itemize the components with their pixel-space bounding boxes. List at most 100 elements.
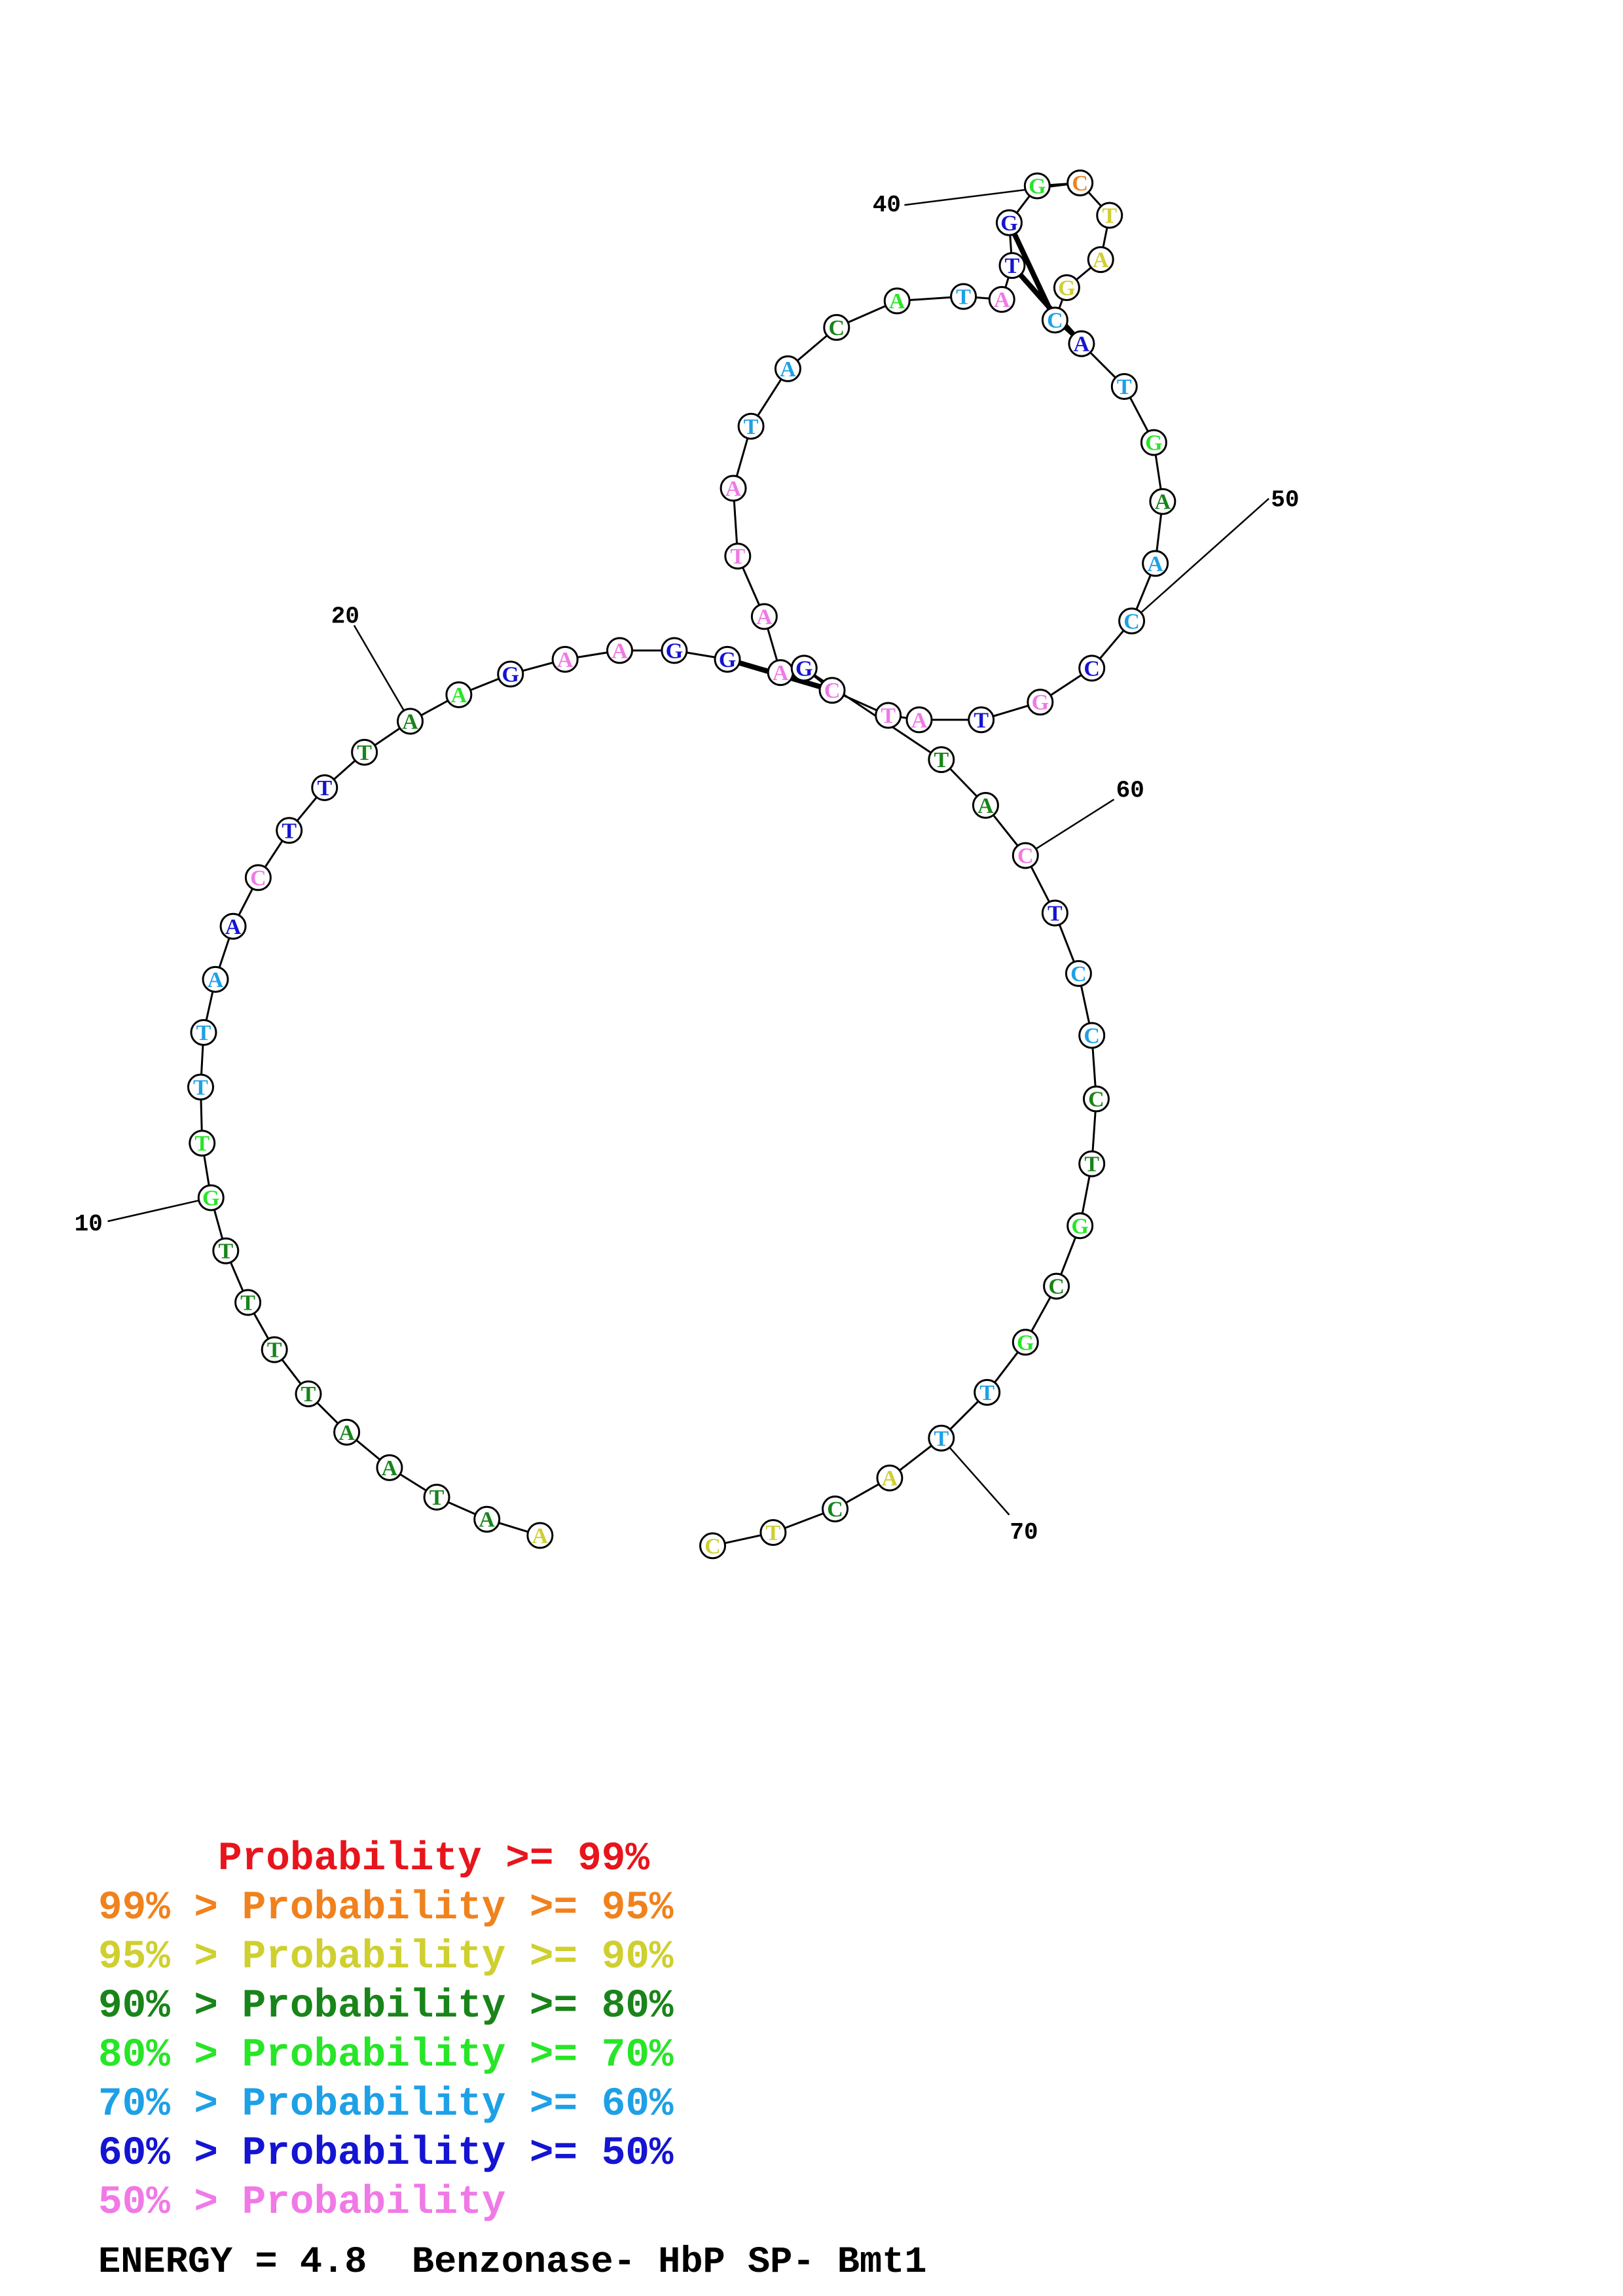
nucleotide-circle xyxy=(333,1418,361,1446)
nucleotide-circle xyxy=(1087,246,1114,274)
nucleotide-letter: T xyxy=(934,1427,949,1451)
nucleotide: T xyxy=(724,543,752,570)
nucleotide-circle xyxy=(661,637,688,664)
nucleotide-circle xyxy=(1053,274,1080,301)
legend-row: 99% > Probability >= 95% xyxy=(98,1886,674,1931)
nucleotide: C xyxy=(818,677,846,704)
nucleotide: A xyxy=(972,791,999,819)
nucleotide-letter: T xyxy=(934,748,949,772)
nucleotide-letter: T xyxy=(974,708,989,732)
nucleotide-letter: A xyxy=(1147,552,1163,576)
nucleotide-letter: G xyxy=(666,639,683,663)
nucleotide: T xyxy=(968,706,995,734)
nucleotide-circle xyxy=(1118,607,1146,635)
position-label: 10 xyxy=(75,1211,103,1238)
nucleotide-circle xyxy=(202,965,229,993)
nucleotide: T xyxy=(190,1019,217,1047)
nucleotide: T xyxy=(974,1378,1001,1406)
legend-row: 70% > Probability >= 60% xyxy=(98,2082,674,2127)
nucleotide: T xyxy=(351,738,378,766)
nucleotide-circle xyxy=(968,706,995,734)
nucleotide: T xyxy=(928,746,955,774)
nucleotide-letter: C xyxy=(1123,609,1140,634)
nucleotide-circle xyxy=(995,209,1023,236)
nucleotide: T xyxy=(1110,372,1138,400)
nucleotide-circle xyxy=(1043,1272,1070,1300)
nucleotide: T xyxy=(295,1380,322,1408)
nucleotide-letter: G xyxy=(1071,1214,1088,1238)
nucleotide-letter: C xyxy=(1084,656,1100,681)
nucleotide-circle xyxy=(905,706,933,734)
nucleotide: T xyxy=(950,283,977,310)
nucleotide-letter: A xyxy=(1155,490,1171,514)
nucleotide-circle xyxy=(928,1424,955,1452)
position-label: 20 xyxy=(331,603,359,630)
position-label: 70 xyxy=(1010,1519,1038,1546)
nucleotide-letter: A xyxy=(382,1456,398,1480)
position-tick-line xyxy=(940,1437,1010,1516)
position-ticks: 10 20 40 50 60 70 xyxy=(75,182,1300,1546)
nucleotide-letter: T xyxy=(1005,254,1020,278)
nucleotide-circle xyxy=(351,738,378,766)
nucleotide: C xyxy=(1065,960,1092,987)
nucleotide-letter: C xyxy=(1084,1024,1100,1049)
nucleotide-letter: A xyxy=(611,639,628,663)
nucleotide-circle xyxy=(1096,202,1123,229)
nucleotide-letter: G xyxy=(502,662,519,687)
nucleotide: A xyxy=(883,287,911,315)
nucleotide-letter: T xyxy=(240,1291,255,1315)
nucleotide-letter: A xyxy=(402,710,418,734)
nucleotide-letter: C xyxy=(1072,171,1088,196)
nucleotide: A xyxy=(473,1505,501,1533)
nucleotide-circle xyxy=(1078,655,1106,682)
legend-row: 90% > Probability >= 80% xyxy=(98,1984,674,2029)
nucleotide-letter: T xyxy=(317,776,332,800)
nucleotide-letter: A xyxy=(977,794,994,818)
nucleotide: A xyxy=(1087,246,1114,274)
nucleotide-circle xyxy=(445,681,473,708)
nucleotide-letter: G xyxy=(1032,691,1049,715)
nucleotide-letter: G xyxy=(1145,431,1162,456)
nucleotide: A xyxy=(1149,488,1176,515)
nucleotide: A xyxy=(376,1454,403,1481)
nucleotide-circle xyxy=(750,603,778,630)
nucleotide: G xyxy=(714,645,741,673)
nucleotide: A xyxy=(445,681,473,708)
nucleotide: G xyxy=(1140,429,1167,456)
legend-row: 95% > Probability >= 90% xyxy=(98,1935,674,1980)
nucleotide-letter: T xyxy=(301,1382,316,1407)
nucleotide-circle xyxy=(1041,899,1068,927)
nucleotide: G xyxy=(497,660,524,688)
nucleotide-letter: A xyxy=(1074,332,1090,357)
nucleotide-letter: C xyxy=(827,1498,843,1522)
nucleotide-letter: T xyxy=(979,1381,994,1405)
position-tick-line xyxy=(107,1196,211,1223)
nucleotide: T xyxy=(212,1237,240,1265)
nucleotide-letter: T xyxy=(730,545,745,569)
nucleotide: C xyxy=(1082,1085,1110,1113)
nucleotide-circle xyxy=(714,645,741,673)
nucleotide-circle xyxy=(190,1019,217,1047)
nucleotide: G xyxy=(1027,689,1054,716)
nucleotide: T xyxy=(423,1483,450,1511)
nucleotide-circle xyxy=(423,1483,450,1511)
nucleotide-letter: C xyxy=(1048,1275,1065,1299)
base-pair-bond xyxy=(1010,264,1084,346)
nucleotide-letter: C xyxy=(704,1534,721,1558)
nucleotide: A xyxy=(905,706,933,734)
legend-row: Probability >= 99% xyxy=(98,1837,649,1882)
nucleotide: T xyxy=(928,1424,955,1452)
nucleotide-circle xyxy=(197,1184,225,1211)
nucleotide: C xyxy=(1041,306,1068,334)
nucleotide-letter: A xyxy=(994,288,1010,312)
nucleotide-letter: A xyxy=(1093,248,1109,272)
nucleotide: T xyxy=(261,1336,288,1363)
nucleotide-letter: G xyxy=(202,1186,219,1210)
nucleotide: A xyxy=(526,1522,554,1549)
nucleotide-circle xyxy=(295,1380,322,1408)
nucleotide-letter: T xyxy=(1102,204,1117,228)
nucleotide-circle xyxy=(974,1378,1001,1406)
nucleotide: C xyxy=(1012,842,1039,869)
nucleotide: C xyxy=(1078,1022,1106,1049)
